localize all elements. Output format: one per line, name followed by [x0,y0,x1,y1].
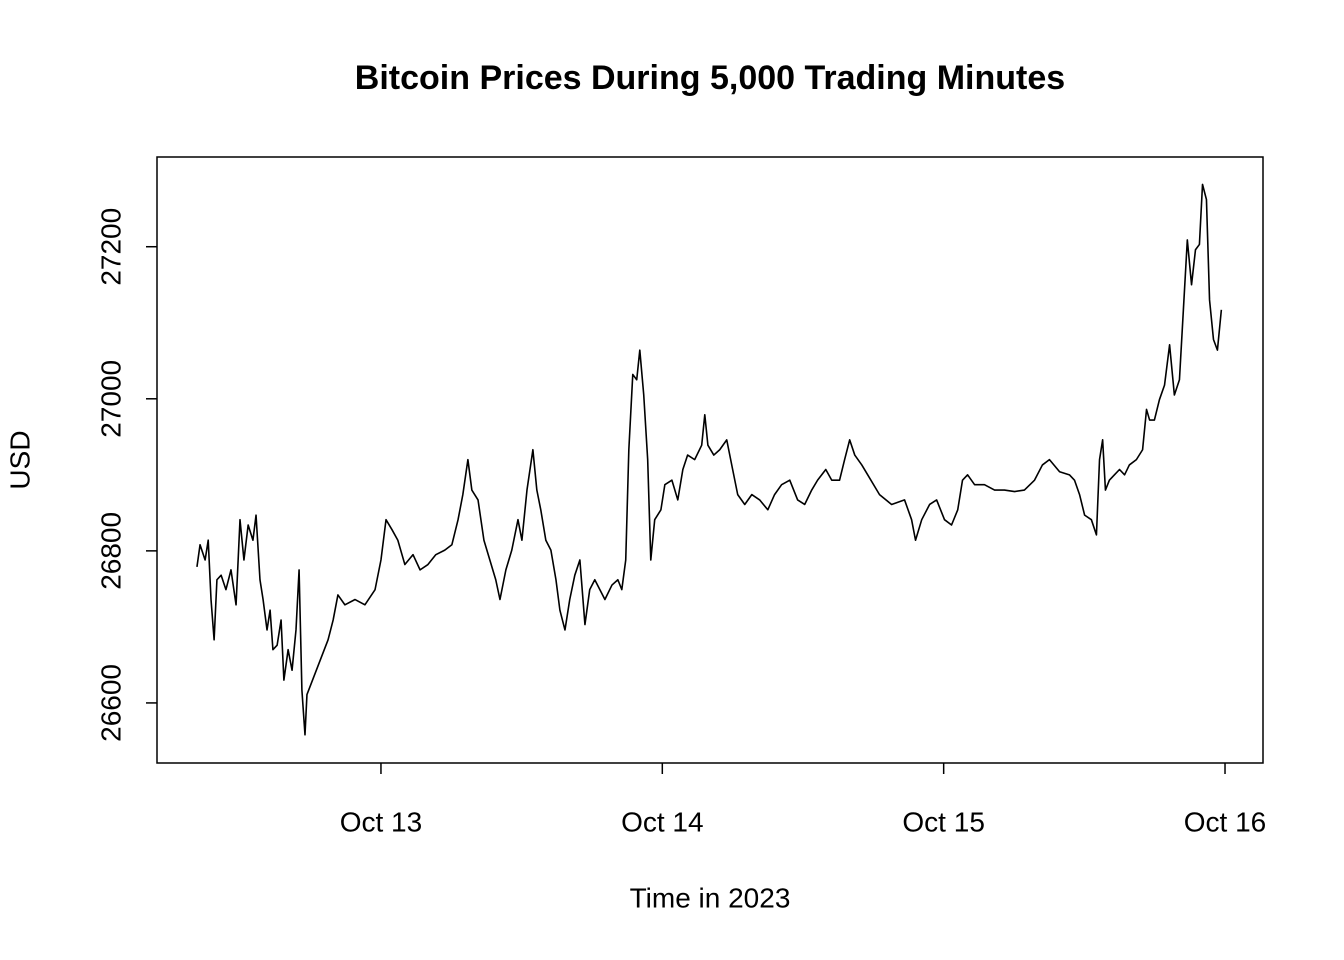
y-tick-label: 26600 [95,664,126,742]
plot-frame [156,156,1264,764]
y-tick-label: 27200 [95,208,126,286]
y-axis-label: USD [4,430,35,489]
x-tick-label: Oct 14 [621,806,703,837]
price-line [196,183,1223,736]
x-tick-label: Oct 13 [340,806,422,837]
chart-title: Bitcoin Prices During 5,000 Trading Minu… [355,59,1065,97]
y-tick-label: 26800 [95,512,126,590]
x-tick-label: Oct 15 [902,806,984,837]
x-axis-label: Time in 2023 [630,882,791,913]
x-tick-label: Oct 16 [1184,806,1266,837]
y-tick-label: 27000 [95,360,126,438]
